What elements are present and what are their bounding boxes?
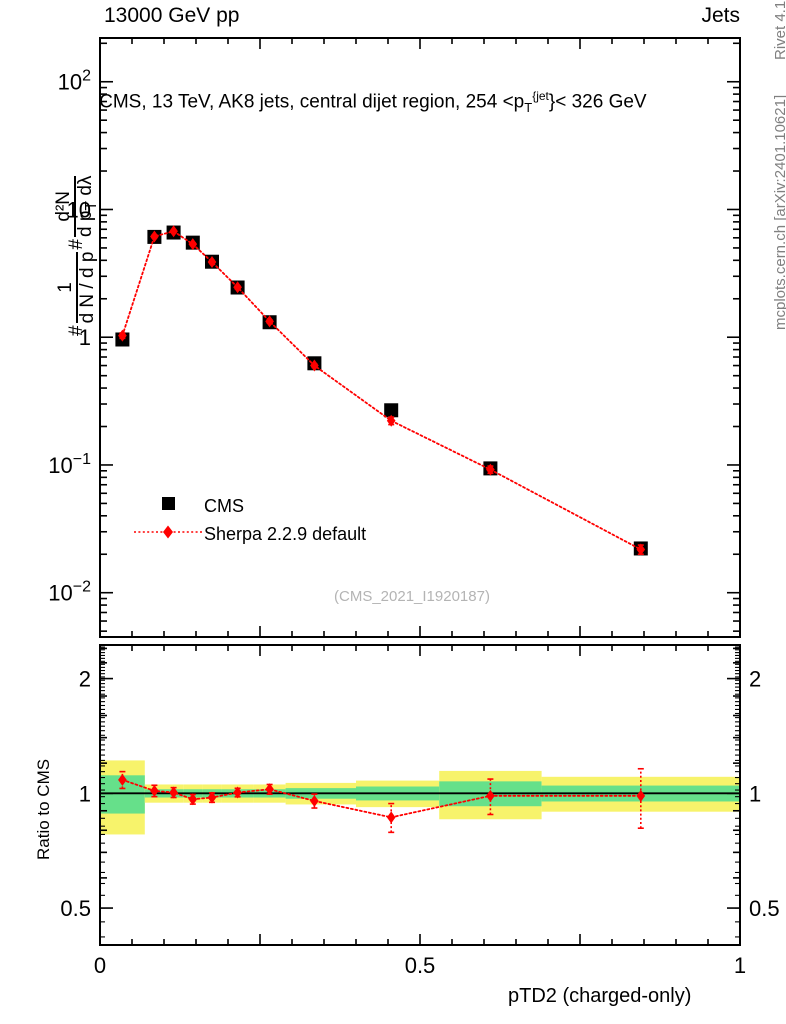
data-point-diamond[interactable] (265, 315, 274, 328)
data-point-square[interactable] (384, 403, 399, 418)
analysis-id-watermark: (CMS_2021_I1920187) (334, 588, 490, 605)
data-point-diamond[interactable] (188, 793, 198, 806)
data-point-diamond[interactable] (233, 786, 242, 799)
data-point-diamond[interactable] (636, 789, 646, 802)
main-y-tick-label: 10−1 (48, 451, 91, 478)
data-point-diamond[interactable] (150, 784, 159, 797)
main-y-tick-label: 10 (67, 197, 91, 222)
ratio-y-tick-label-right: 1 (749, 781, 761, 806)
ratio-y-tick-label-right: 2 (749, 667, 761, 692)
main-y-tick-label: 10−2 (48, 579, 91, 606)
data-point-diamond[interactable] (118, 329, 127, 342)
x-tick-label: 0.5 (405, 953, 436, 978)
legend-label-sherpa: Sherpa 2.2.9 default (204, 523, 367, 544)
x-axis-label: pTD2 (charged-only) (508, 985, 692, 1007)
data-point-diamond[interactable] (207, 256, 217, 269)
data-point-diamond[interactable] (486, 463, 495, 476)
main-y-tick-label: 1 (79, 325, 91, 350)
data-point-diamond[interactable] (150, 230, 159, 243)
data-point-diamond[interactable] (386, 811, 396, 824)
data-point-diamond[interactable] (265, 783, 274, 796)
ratio-y-tick-label-right: 0.5 (749, 896, 780, 921)
data-point-diamond[interactable] (310, 794, 319, 807)
ratio-y-tick-label: 2 (79, 667, 91, 692)
data-point-diamond[interactable] (233, 281, 242, 294)
legend-entry-sherpa: Sherpa 2.2.9 default (132, 519, 366, 549)
legend-entry-cms: CMS (132, 493, 366, 519)
data-point-diamond[interactable] (636, 543, 646, 556)
data-point-diamond[interactable] (386, 414, 396, 427)
data-point-diamond[interactable] (188, 238, 198, 251)
plot-title: CMS, 13 TeV, AK8 jets, central dijet reg… (99, 89, 647, 116)
data-point-diamond[interactable] (486, 789, 495, 802)
x-tick-label: 1 (734, 953, 746, 978)
ratio-y-tick-label: 0.5 (60, 896, 91, 921)
data-point-diamond[interactable] (118, 773, 127, 786)
legend-marker-square (132, 497, 204, 515)
data-point-diamond[interactable] (169, 786, 178, 799)
x-tick-label: 0 (94, 953, 106, 978)
legend: CMS Sherpa 2.2.9 default (132, 493, 366, 549)
legend-marker-diamond (132, 524, 204, 545)
header-left-label: 13000 GeV pp (104, 4, 240, 27)
data-point-diamond[interactable] (310, 359, 319, 372)
data-point-diamond[interactable] (207, 791, 217, 804)
ratio-y-tick-label: 1 (79, 781, 91, 806)
plot-title-text: CMS, 13 TeV, AK8 jets, central dijet reg… (99, 91, 525, 113)
header-right-label: Jets (701, 4, 740, 27)
legend-label-cms: CMS (204, 495, 244, 516)
data-point-diamond[interactable] (169, 225, 178, 238)
main-y-tick-label: 102 (58, 68, 91, 95)
series-line-sherpa (121, 230, 642, 551)
